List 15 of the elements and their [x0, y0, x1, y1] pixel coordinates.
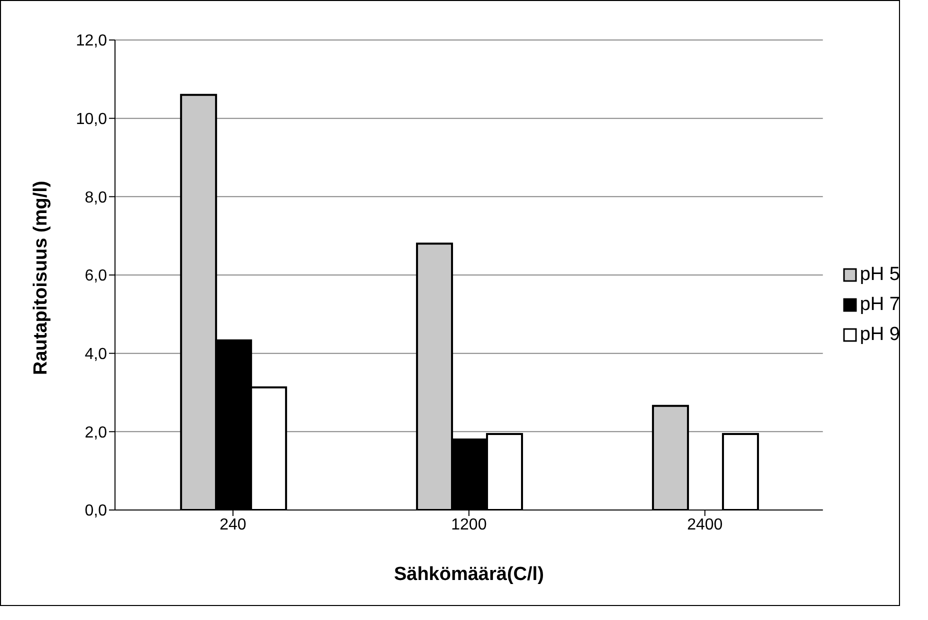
y-tick-label: 0,0: [84, 502, 108, 520]
y-tick-label: 10,0: [76, 111, 108, 128]
y-tick-label: 6,0: [84, 268, 108, 285]
y-tick-label: 12,0: [76, 32, 108, 50]
y-tick-label: 2,0: [84, 424, 108, 442]
legend-label: pH 7: [860, 293, 900, 317]
legend-label: pH 9: [860, 323, 900, 347]
y-tick-label: 8,0: [84, 189, 108, 206]
x-tick-label: 2400: [687, 516, 723, 534]
y-axis-title: Rautapitoisuus (mg/l): [30, 180, 52, 375]
x-axis-title: Sähkömäärä(C/l): [394, 564, 544, 585]
x-tick-label: 240: [220, 516, 246, 534]
legend-label: pH 5: [860, 263, 900, 287]
x-tick-label: 1200: [451, 516, 487, 534]
y-tick-label: 4,0: [84, 346, 108, 364]
